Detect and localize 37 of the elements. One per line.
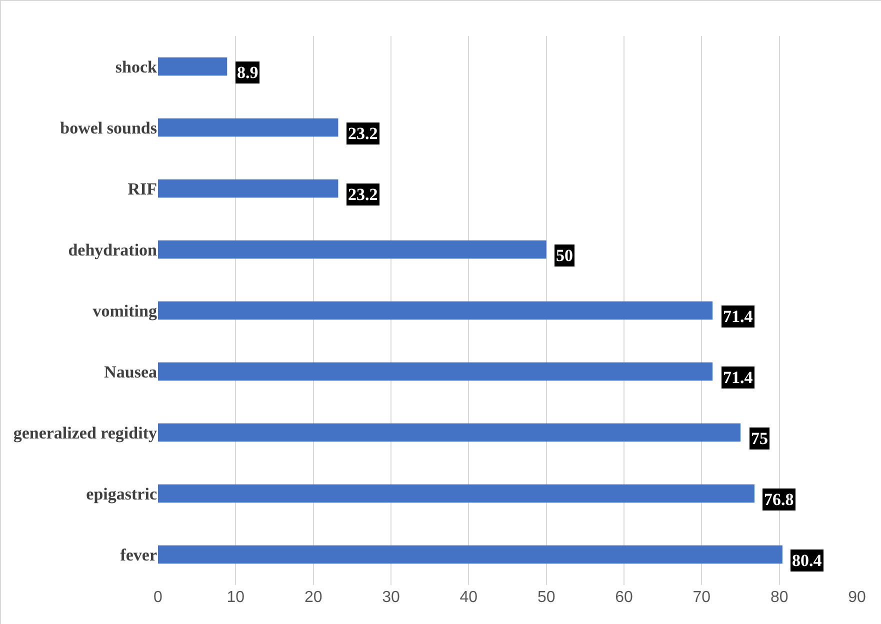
bar bbox=[158, 362, 713, 381]
data-label: 71.4 bbox=[723, 368, 754, 387]
y-tick-label: epigastric bbox=[86, 484, 158, 504]
bar bbox=[158, 57, 228, 76]
y-tick-label: RIF bbox=[128, 179, 157, 198]
data-label: 50 bbox=[556, 246, 573, 265]
bar bbox=[158, 118, 338, 137]
y-tick-label: vomiting bbox=[92, 301, 158, 320]
data-label: 23.2 bbox=[348, 185, 378, 204]
x-tick-label: 10 bbox=[226, 589, 245, 606]
x-tick-label: 90 bbox=[848, 589, 866, 606]
data-label: 8.9 bbox=[237, 63, 258, 82]
y-tick-label: fever bbox=[120, 545, 158, 564]
bar bbox=[158, 484, 754, 503]
bar bbox=[158, 179, 338, 198]
x-tick-label: 30 bbox=[382, 589, 400, 606]
y-tick-label: bowel sounds bbox=[60, 118, 158, 138]
data-label: 76.8 bbox=[764, 490, 794, 509]
data-label: 71.4 bbox=[723, 307, 754, 326]
bar bbox=[158, 301, 713, 320]
bar bbox=[158, 545, 782, 564]
x-tick-label: 20 bbox=[304, 589, 322, 606]
bar bbox=[158, 423, 740, 442]
y-tick-label: shock bbox=[115, 57, 158, 76]
bar bbox=[158, 240, 546, 259]
data-label: 80.4 bbox=[792, 551, 822, 570]
y-tick-label: Nausea bbox=[104, 362, 158, 382]
x-tick-label: 0 bbox=[154, 589, 163, 606]
x-tick-label: 40 bbox=[460, 589, 478, 606]
y-tick-label: generalized regidity bbox=[13, 423, 158, 442]
x-tick-label: 80 bbox=[770, 589, 788, 606]
x-tick-label: 60 bbox=[615, 589, 633, 606]
data-label: 75 bbox=[751, 429, 768, 448]
data-label: 23.2 bbox=[348, 124, 378, 143]
y-tick-label: dehydration bbox=[68, 240, 158, 260]
x-tick-label: 50 bbox=[537, 589, 556, 606]
x-tick-label: 70 bbox=[692, 589, 711, 606]
